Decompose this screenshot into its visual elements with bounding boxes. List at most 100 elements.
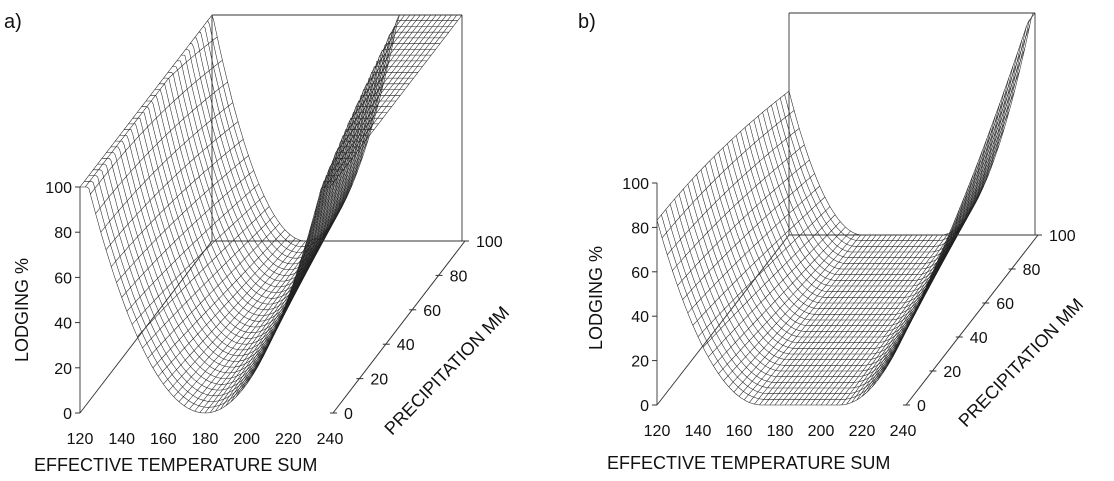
surface-mesh	[656, 12, 1036, 406]
mesh-line	[902, 12, 1036, 337]
mesh-line	[168, 240, 301, 392]
mesh-line	[723, 233, 856, 381]
mesh-line	[288, 14, 421, 298]
axes-box	[656, 12, 1036, 406]
mesh-line	[246, 102, 379, 385]
mesh-line	[88, 175, 339, 402]
mesh-line	[677, 159, 810, 286]
z-tick-label: 40	[54, 316, 72, 333]
y-tick-label: 80	[1023, 262, 1041, 279]
mesh-line	[702, 214, 836, 348]
z-axis-ticks: 0 20 40 60 80 100	[45, 180, 80, 423]
mesh-line	[779, 234, 913, 406]
mesh-line	[728, 234, 862, 387]
x-tick-label: 200	[808, 423, 835, 440]
mesh-line	[713, 226, 846, 366]
mesh-line	[718, 230, 851, 374]
mesh-line	[810, 234, 944, 406]
mesh-line	[754, 234, 887, 405]
y-tick-label: 100	[1049, 228, 1076, 245]
z-tick-label: 20	[54, 361, 72, 378]
x-tick-label: 220	[849, 423, 876, 440]
y-axis-title: PRECIPITATION MM	[954, 294, 1087, 430]
mesh-line	[142, 215, 275, 349]
mesh-line	[84, 36, 218, 188]
mesh-line	[93, 169, 344, 397]
mesh-line	[163, 238, 296, 385]
mesh-line	[708, 221, 841, 358]
mesh-line	[815, 233, 949, 406]
y-tick-label: 60	[423, 303, 441, 320]
mesh-line	[733, 234, 867, 393]
mesh-line	[757, 90, 1005, 275]
mesh-line	[282, 14, 416, 312]
y-axis-line	[332, 240, 466, 414]
mesh-line	[97, 163, 348, 391]
x-tick-label: 220	[275, 431, 302, 448]
mesh-line	[672, 144, 805, 271]
x-tick-label: 120	[67, 431, 94, 448]
mesh-line	[872, 128, 1005, 387]
x-tick-label: 140	[108, 431, 135, 448]
mesh-line	[293, 14, 426, 283]
x-axis-ticks: 120 140 160 180 200 220 240	[644, 423, 917, 440]
mesh-line	[183, 238, 317, 406]
mesh-line	[178, 240, 312, 402]
mesh-line	[147, 223, 280, 359]
mesh-line	[329, 14, 463, 188]
mesh-line	[204, 215, 338, 414]
mesh-line	[152, 229, 286, 368]
x-axis-title: EFFECTIVE TEMPERATURE SUM	[34, 455, 317, 475]
y-axis-ticks: 0 20 40 60 80 100	[330, 234, 503, 423]
mesh-line	[738, 234, 872, 397]
mesh-line	[90, 59, 223, 195]
mesh-line	[805, 234, 938, 406]
mesh-line	[731, 139, 979, 309]
mesh-line	[667, 128, 800, 255]
mesh-line	[892, 48, 1026, 358]
surface-mesh	[79, 14, 463, 414]
mesh-line	[173, 240, 307, 397]
mesh-line	[137, 206, 270, 337]
mesh-line	[820, 230, 954, 406]
mesh-line	[105, 121, 239, 250]
mesh-line	[121, 170, 254, 298]
mesh-line	[79, 14, 213, 188]
panel-label: b)	[578, 11, 596, 33]
z-tick-label: 60	[54, 270, 72, 287]
mesh-line	[682, 173, 815, 300]
mesh-line	[111, 139, 244, 267]
mesh-line	[131, 195, 265, 325]
mesh-line	[95, 81, 228, 214]
y-tick-label: 80	[450, 268, 468, 285]
z-tick-label: 80	[54, 225, 72, 242]
mesh-line	[727, 143, 974, 315]
x-tick-label: 160	[150, 431, 177, 448]
mesh-line	[314, 14, 447, 214]
mesh-line	[743, 234, 877, 401]
y-tick-label: 0	[917, 398, 926, 415]
mesh-line	[825, 226, 959, 406]
mesh-line	[800, 234, 933, 406]
z-axis-title: LODGING %	[586, 246, 606, 350]
y-axis-ticks: 0 20 40 60 80 100	[903, 228, 1076, 415]
x-tick-label: 200	[233, 431, 260, 448]
mesh-line	[779, 26, 1027, 247]
mesh-line	[784, 18, 1031, 241]
mesh-line	[241, 121, 374, 392]
x-tick-label: 120	[644, 423, 671, 440]
z-axis-ticks: 0 20 40 60 80 100	[622, 176, 657, 415]
panel-label: a)	[4, 11, 22, 33]
mesh-line	[106, 152, 357, 379]
mesh-line	[788, 12, 1035, 236]
mesh-line	[897, 24, 1031, 348]
mesh-line	[795, 234, 928, 406]
x-tick-label: 180	[192, 431, 219, 448]
x-tick-label: 240	[317, 431, 344, 448]
mesh-line	[319, 14, 452, 195]
mesh-line	[100, 102, 233, 233]
axes-box	[79, 14, 463, 414]
mesh-line	[687, 185, 820, 314]
